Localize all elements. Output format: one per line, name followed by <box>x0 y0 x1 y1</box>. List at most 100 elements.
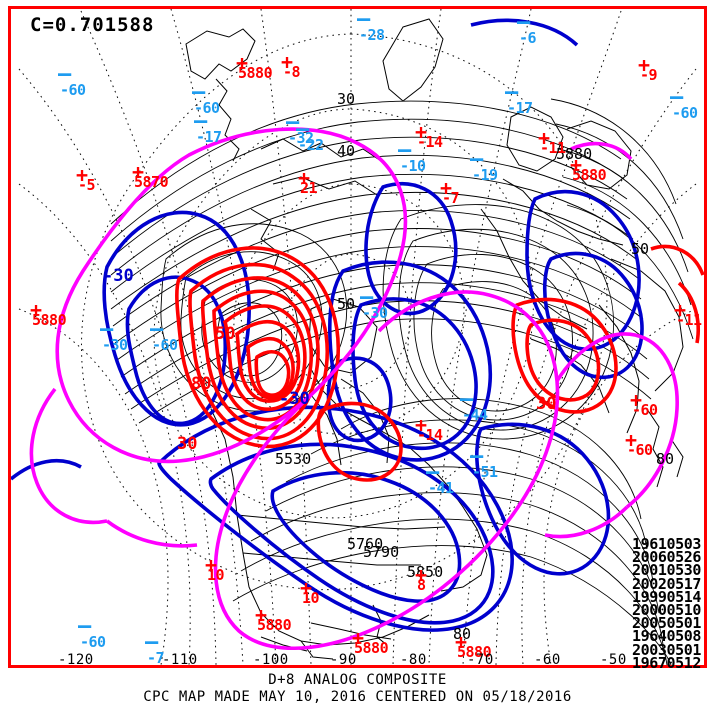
minus-icon: — <box>505 80 519 105</box>
minus-icon: — <box>426 460 440 485</box>
lat-label-40: 40 <box>337 142 355 160</box>
analog-date-list: 19610503 20060526 20010530 20020517 19990514… <box>631 535 701 672</box>
minus-icon: — <box>470 444 484 469</box>
height-label-50b: 50 <box>631 240 649 258</box>
analog-date-item: 19990514 <box>631 587 701 606</box>
plus-icon: + <box>132 160 145 184</box>
neg-contour-label-30: -30 <box>103 266 134 286</box>
height-label-5850: 5850 <box>407 563 443 581</box>
plus-icon: + <box>281 50 294 74</box>
height-label-a: 50 <box>337 295 355 313</box>
plus-icon: + <box>570 153 583 177</box>
analog-date-item: 19610503 <box>631 535 701 553</box>
plus-icon: + <box>625 428 638 452</box>
minus-icon: — <box>100 317 114 342</box>
anomaly-value: 5880 <box>238 64 273 82</box>
anomaly-value: -7 <box>442 189 460 207</box>
plus-icon: + <box>76 163 89 187</box>
page-title: C=0.701588 <box>30 14 155 36</box>
anomaly-value: -51 <box>472 463 498 481</box>
anomaly-value: -30 <box>362 304 388 322</box>
longitude-tick: -70 <box>467 652 494 668</box>
analog-date-item: 20000510 <box>631 601 701 620</box>
anomaly-value: 10 <box>207 566 225 584</box>
minus-icon: — <box>145 630 159 655</box>
anomaly-value: 5880 <box>457 643 492 661</box>
plus-icon: + <box>415 413 428 437</box>
minus-icon: — <box>517 10 531 35</box>
anomaly-value: -60 <box>194 99 220 117</box>
lat-label-30: 30 <box>337 90 355 108</box>
made-on-caption: CPC MAP MADE MAY 10, 2016 CENTERED ON 05… <box>143 689 572 705</box>
longitude-tick: -80 <box>400 652 427 668</box>
anomaly-value: -28 <box>359 26 385 44</box>
plus-icon: + <box>455 630 468 654</box>
anomaly-value: -22 <box>298 136 324 154</box>
plus-icon: + <box>300 576 313 600</box>
anomaly-value: -7 <box>147 649 165 667</box>
anomaly-value: -44 <box>462 406 488 424</box>
height-label-5790b: 5790 <box>363 543 399 561</box>
composite-caption: D+8 ANALOG COMPOSITE <box>268 672 447 688</box>
minus-icon: — <box>192 80 206 105</box>
minus-icon: — <box>460 387 474 412</box>
longitude-tick: -50 <box>600 652 627 668</box>
anomaly-value: -41 <box>428 479 454 497</box>
minus-icon: — <box>150 317 164 342</box>
plus-icon: + <box>440 176 453 200</box>
plus-icon: + <box>538 126 551 150</box>
pos-contour-label-80: 80 <box>191 374 211 394</box>
anomaly-value: 5870 <box>134 173 169 191</box>
plus-icon: + <box>255 603 268 627</box>
plus-icon: + <box>236 51 249 75</box>
anomaly-value: -32 <box>288 129 314 147</box>
anomaly-value: -11 <box>540 139 566 157</box>
map-frame <box>8 6 707 668</box>
anomaly-value: -60 <box>152 336 178 354</box>
anomaly-value: -17 <box>507 99 533 117</box>
minus-icon: — <box>357 7 371 32</box>
height-label-80: 80 <box>453 625 471 643</box>
anomaly-value: -14 <box>417 133 443 151</box>
plus-icon: + <box>415 563 428 587</box>
analog-date-item: 19640508 <box>631 627 701 646</box>
anomaly-value: -60 <box>627 441 653 459</box>
anomaly-value: 5880 <box>32 311 67 329</box>
longitude-tick: -100 <box>253 652 289 668</box>
longitude-tick: -90 <box>330 652 357 668</box>
longitude-tick: -60 <box>534 652 561 668</box>
anomaly-value: 8 <box>417 576 426 594</box>
analog-date-item: 20020517 <box>631 574 701 593</box>
anomaly-value: -11 <box>676 311 702 329</box>
anomaly-value: -30 <box>102 336 128 354</box>
minus-icon: — <box>78 614 92 639</box>
analog-date-item: 19670512 <box>631 653 701 672</box>
height-label-800: 80 <box>656 450 674 468</box>
height-label-5530: 5530 <box>275 450 311 468</box>
pos-contour-label-50: 50 <box>215 324 235 344</box>
anomaly-value: -8 <box>283 63 301 81</box>
plus-icon: + <box>352 626 365 650</box>
map-canvas: 30 40 50 5880 5530 5790 5850 80 80 50 57… <box>11 9 704 665</box>
pos-contour-label-30b: 30 <box>536 394 556 414</box>
positive-anomaly-contours <box>175 244 704 482</box>
analog-date-item: 20010530 <box>631 561 701 580</box>
height-label-5880: 5880 <box>556 145 592 163</box>
anomaly-value: -10 <box>400 157 426 175</box>
coastlines <box>185 18 684 660</box>
map-graphics: 30 40 50 5880 5530 5790 5850 80 80 50 57… <box>11 9 704 665</box>
analog-date-item: 20060526 <box>631 548 701 567</box>
analog-date-item: 20050501 <box>631 614 701 633</box>
anomaly-value: -60 <box>632 401 658 419</box>
plus-icon: + <box>298 166 311 190</box>
longitude-tick: -120 <box>58 652 94 668</box>
anomaly-value: -19 <box>472 166 498 184</box>
anomaly-value: 5880 <box>257 616 292 634</box>
minus-icon: — <box>470 147 484 172</box>
plus-icon: + <box>630 388 643 412</box>
contour-labels: 30 40 50 5880 5530 5790 5850 80 80 50 57… <box>275 90 674 643</box>
anomaly-value: 5880 <box>572 166 607 184</box>
highlight-contours <box>29 127 679 651</box>
anomaly-value: 21 <box>300 179 318 197</box>
anomaly-value: -17 <box>196 128 222 146</box>
